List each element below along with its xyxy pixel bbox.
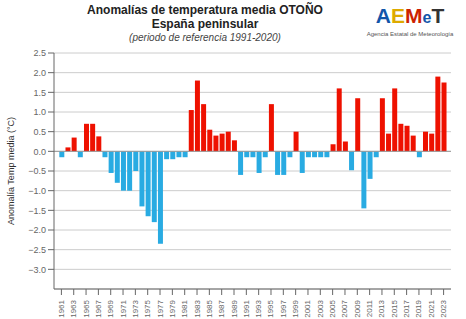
html-text:España peninsular: España peninsular [151, 17, 259, 31]
svg-text:−3.0: −3.0 [28, 265, 46, 275]
svg-text:1999: 1999 [291, 299, 300, 317]
svg-text:−0.5: −0.5 [28, 166, 46, 176]
svg-text:1961: 1961 [57, 299, 66, 317]
svg-text:1981: 1981 [180, 299, 189, 317]
svg-text:1.0: 1.0 [33, 107, 46, 117]
svg-text:2001: 2001 [303, 299, 312, 317]
svg-text:1977: 1977 [156, 299, 165, 317]
svg-text:1997: 1997 [279, 299, 288, 317]
html-text:(periodo de referencia 1991-20: (periodo de referencia 1991-2020) [129, 32, 281, 43]
svg-text:1991: 1991 [242, 299, 251, 317]
svg-text:2005: 2005 [328, 299, 337, 317]
svg-text:−2.0: −2.0 [28, 225, 46, 235]
svg-text:2019: 2019 [414, 299, 423, 317]
svg-text:1969: 1969 [106, 299, 115, 317]
svg-text:1971: 1971 [119, 299, 128, 317]
svg-text:1995: 1995 [266, 299, 275, 317]
html-text:A E MeT: A E MeT [375, 4, 445, 27]
html-text:Agencia Estatal de Meteorologí: Agencia Estatal de Meteorología [366, 31, 454, 37]
svg-text:1987: 1987 [217, 299, 226, 317]
svg-text:1963: 1963 [69, 299, 78, 317]
svg-text:1975: 1975 [143, 299, 152, 317]
svg-text:2007: 2007 [340, 299, 349, 317]
svg-text:1965: 1965 [82, 299, 91, 317]
svg-text:2015: 2015 [390, 299, 399, 317]
svg-text:1979: 1979 [168, 299, 177, 317]
svg-text:1983: 1983 [193, 299, 202, 317]
svg-text:1967: 1967 [94, 299, 103, 317]
svg-text:1989: 1989 [230, 299, 239, 317]
svg-text:1973: 1973 [131, 299, 140, 317]
svg-text:2.5: 2.5 [33, 48, 46, 58]
svg-text:0.0: 0.0 [33, 147, 46, 157]
svg-text:−1.5: −1.5 [28, 206, 46, 216]
svg-text:1985: 1985 [205, 299, 214, 317]
svg-text:2003: 2003 [316, 299, 325, 317]
svg-text:−2.5: −2.5 [28, 245, 46, 255]
svg-text:2021: 2021 [427, 299, 436, 317]
svg-text:2023: 2023 [439, 299, 448, 317]
svg-text:2009: 2009 [353, 299, 362, 317]
svg-text:−1.0: −1.0 [28, 186, 46, 196]
svg-text:Anomalía Temp media (°C): Anomalía Temp media (°C) [8, 117, 16, 225]
html-text:Anomalías de temperatura media: Anomalías de temperatura media OTOÑO [87, 3, 323, 17]
svg-text:2.0: 2.0 [33, 68, 46, 78]
svg-text:2017: 2017 [402, 299, 411, 317]
svg-text:2013: 2013 [377, 299, 386, 317]
svg-text:1.5: 1.5 [33, 88, 46, 98]
svg-text:2011: 2011 [365, 299, 374, 317]
svg-text:0.5: 0.5 [33, 127, 46, 137]
svg-text:1993: 1993 [254, 299, 263, 317]
